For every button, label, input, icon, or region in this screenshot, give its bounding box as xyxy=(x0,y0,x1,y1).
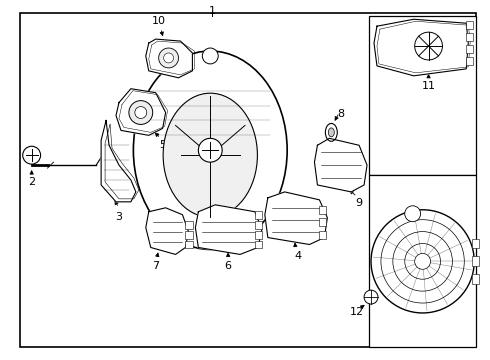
Text: 6: 6 xyxy=(224,261,232,271)
Text: 1: 1 xyxy=(209,6,216,16)
Text: 4: 4 xyxy=(294,251,301,261)
Bar xyxy=(466,21,473,29)
Circle shape xyxy=(202,48,218,64)
Bar xyxy=(472,256,479,266)
Text: 5: 5 xyxy=(159,140,166,150)
Text: 8: 8 xyxy=(338,109,345,118)
Bar xyxy=(319,218,326,226)
Circle shape xyxy=(198,138,222,162)
Bar xyxy=(369,16,476,175)
Text: 10: 10 xyxy=(152,16,166,26)
Circle shape xyxy=(371,210,474,313)
Bar xyxy=(466,45,473,53)
Circle shape xyxy=(135,107,147,118)
Bar xyxy=(185,231,194,239)
Circle shape xyxy=(159,48,178,68)
Bar xyxy=(185,221,194,229)
Bar xyxy=(255,231,262,239)
Text: 11: 11 xyxy=(421,81,436,91)
Polygon shape xyxy=(196,205,262,255)
Bar xyxy=(472,239,479,248)
Ellipse shape xyxy=(328,128,334,137)
Circle shape xyxy=(164,53,173,63)
Circle shape xyxy=(405,206,420,222)
Bar xyxy=(255,221,262,229)
Polygon shape xyxy=(374,19,468,76)
Polygon shape xyxy=(146,39,193,78)
Bar xyxy=(472,274,479,284)
Bar xyxy=(255,240,262,248)
Polygon shape xyxy=(101,121,136,202)
Circle shape xyxy=(364,290,378,304)
Text: 9: 9 xyxy=(356,198,363,208)
Bar xyxy=(255,211,262,219)
Text: 3: 3 xyxy=(116,212,122,222)
Polygon shape xyxy=(315,138,367,192)
Bar xyxy=(319,231,326,239)
Polygon shape xyxy=(146,208,189,255)
Text: 12: 12 xyxy=(350,307,364,317)
Ellipse shape xyxy=(325,123,337,141)
Text: 2: 2 xyxy=(28,177,35,187)
Polygon shape xyxy=(265,192,327,244)
Circle shape xyxy=(23,146,41,164)
Bar xyxy=(466,57,473,65)
Bar xyxy=(369,175,476,347)
Bar xyxy=(466,33,473,41)
Text: 7: 7 xyxy=(152,261,159,271)
Ellipse shape xyxy=(163,93,257,217)
Bar xyxy=(319,206,326,214)
Circle shape xyxy=(129,100,153,125)
Ellipse shape xyxy=(133,51,287,249)
Polygon shape xyxy=(116,89,166,135)
Bar xyxy=(185,240,194,248)
